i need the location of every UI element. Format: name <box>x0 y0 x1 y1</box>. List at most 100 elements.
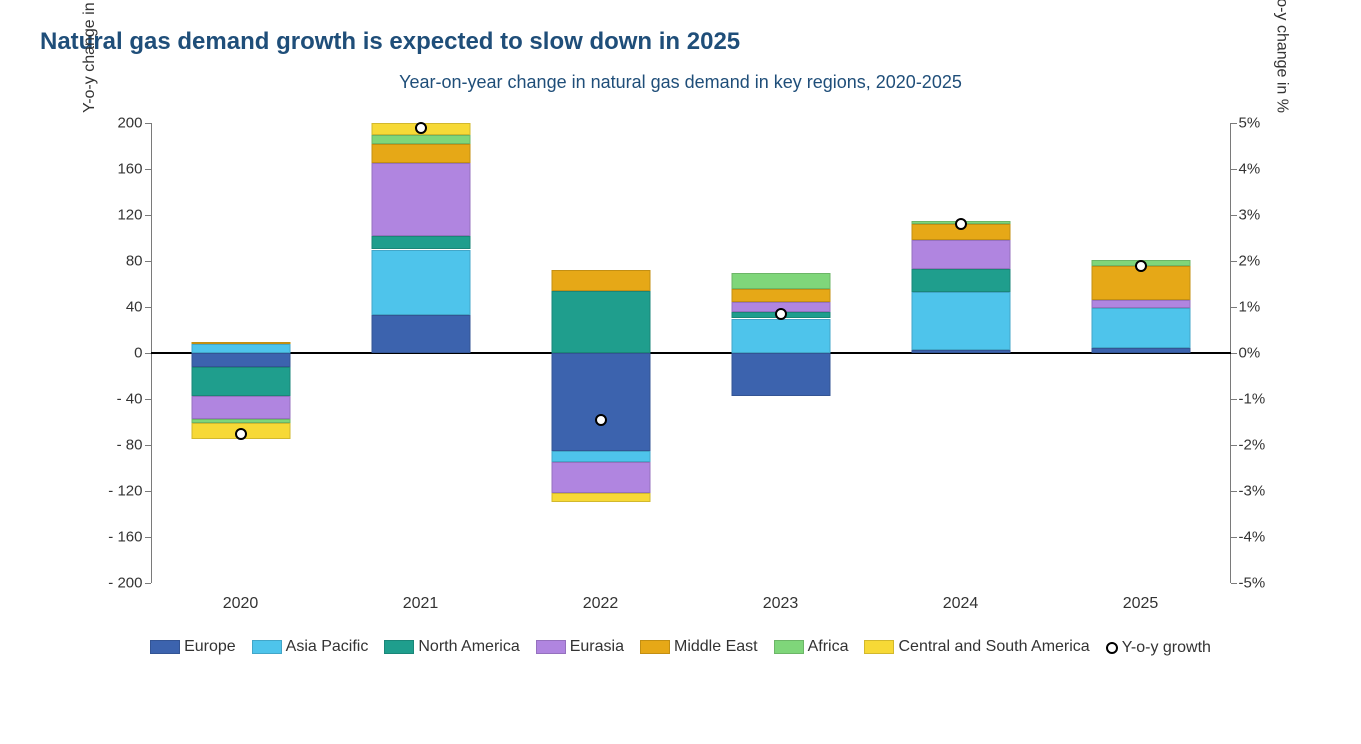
bar-group <box>371 123 470 583</box>
tick-label-left: - 120 <box>108 483 150 500</box>
legend-swatch <box>384 640 414 654</box>
bar-segment <box>371 144 470 164</box>
legend: Europe Asia Pacific North America Eurasia Mi… <box>41 638 1321 659</box>
bar-segment <box>191 367 290 396</box>
bar-segment <box>191 396 290 419</box>
bar-segment <box>371 250 470 316</box>
tick-label-left: - 160 <box>108 529 150 546</box>
bar-segment <box>371 163 470 235</box>
page: Natural gas demand growth is expected to… <box>0 0 1361 744</box>
category-label: 2025 <box>1123 595 1159 613</box>
bar-group <box>911 123 1010 583</box>
legend-swatch <box>252 640 282 654</box>
legend-swatch <box>536 640 566 654</box>
tick-label-left: - 200 <box>108 575 150 592</box>
tick-label-right: -2% <box>1231 437 1266 454</box>
legend-item: Y-o-y growth <box>1106 639 1211 657</box>
legend-item: Europe <box>150 638 236 656</box>
bar-segment <box>371 315 470 353</box>
legend-label: Y-o-y growth <box>1122 639 1211 657</box>
legend-swatch <box>864 640 894 654</box>
tick-label-right: 3% <box>1231 207 1261 224</box>
bar-segment <box>371 135 470 144</box>
y-axis-left-title: Y-o-y change in bcm <box>81 0 99 113</box>
legend-label: North America <box>418 638 519 656</box>
bar-group <box>551 123 650 583</box>
bar-segment <box>911 269 1010 292</box>
bar-segment <box>551 270 650 291</box>
bar-segment <box>911 240 1010 269</box>
category-label: 2022 <box>583 595 619 613</box>
tick-label-right: -5% <box>1231 575 1266 592</box>
growth-marker <box>415 122 427 134</box>
tick-label-right: 4% <box>1231 161 1261 178</box>
bar-segment <box>371 236 470 250</box>
tick-label-left: - 40 <box>117 391 151 408</box>
legend-swatch <box>640 640 670 654</box>
bar-segment <box>911 292 1010 350</box>
bar-segment <box>1091 300 1190 308</box>
bar-segment <box>1091 308 1190 348</box>
bar-segment <box>1091 348 1190 353</box>
legend-label: Asia Pacific <box>286 638 369 656</box>
legend-label: Middle East <box>674 638 758 656</box>
y-axis-right-title: Y-o-y change in % <box>1273 0 1291 113</box>
category-label: 2023 <box>763 595 799 613</box>
bar-segment <box>731 273 830 289</box>
category-label: 2020 <box>223 595 259 613</box>
chart-container: Y-o-y change in bcm Y-o-y change in % - … <box>41 103 1321 663</box>
growth-marker <box>235 428 247 440</box>
legend-label: Africa <box>808 638 849 656</box>
bar-segment <box>191 342 290 344</box>
tick-label-right: -3% <box>1231 483 1266 500</box>
legend-item: Middle East <box>640 638 758 656</box>
legend-swatch <box>774 640 804 654</box>
tick-label-right: 5% <box>1231 115 1261 132</box>
legend-item: Central and South America <box>864 638 1089 656</box>
bar-segment <box>551 353 650 451</box>
growth-marker <box>595 414 607 426</box>
bar-segment <box>191 353 290 367</box>
category-label: 2021 <box>403 595 439 613</box>
legend-item: Asia Pacific <box>252 638 369 656</box>
bar-segment <box>911 350 1010 353</box>
tick-label-left: 40 <box>126 299 151 316</box>
tick-label-right: 0% <box>1231 345 1261 362</box>
chart-subtitle: Year-on-year change in natural gas deman… <box>40 72 1321 93</box>
growth-marker <box>1135 260 1147 272</box>
plot-area: - 200- 160- 120- 80- 4004080120160200-5%… <box>151 123 1231 583</box>
tick-label-left: 160 <box>117 161 150 178</box>
tick-label-left: - 80 <box>117 437 151 454</box>
tick-label-left: 80 <box>126 253 151 270</box>
bar-segment <box>731 319 830 354</box>
tick-label-left: 200 <box>117 115 150 132</box>
legend-swatch <box>150 640 180 654</box>
legend-item: Africa <box>774 638 849 656</box>
bar-group <box>191 123 290 583</box>
legend-label: Central and South America <box>898 638 1089 656</box>
legend-label: Eurasia <box>570 638 624 656</box>
page-title: Natural gas demand growth is expected to… <box>40 28 1321 56</box>
bar-group <box>731 123 830 583</box>
bar-segment <box>191 344 290 353</box>
legend-item: North America <box>384 638 519 656</box>
legend-item: Eurasia <box>536 638 624 656</box>
bar-segment <box>731 289 830 303</box>
bar-segment <box>551 451 650 463</box>
tick-label-right: 1% <box>1231 299 1261 316</box>
bar-segment <box>551 493 650 502</box>
legend-label: Europe <box>184 638 236 656</box>
tick-label-right: -4% <box>1231 529 1266 546</box>
tick-label-left: 120 <box>117 207 150 224</box>
bar-segment <box>731 353 830 396</box>
category-label: 2024 <box>943 595 979 613</box>
growth-marker <box>955 218 967 230</box>
tick-label-left: 0 <box>134 345 150 362</box>
legend-marker-icon <box>1106 642 1118 654</box>
bar-segment <box>551 291 650 353</box>
tick-label-right: 2% <box>1231 253 1261 270</box>
zero-line <box>151 352 1231 354</box>
growth-marker <box>775 308 787 320</box>
bar-segment <box>551 462 650 493</box>
tick-label-right: -1% <box>1231 391 1266 408</box>
